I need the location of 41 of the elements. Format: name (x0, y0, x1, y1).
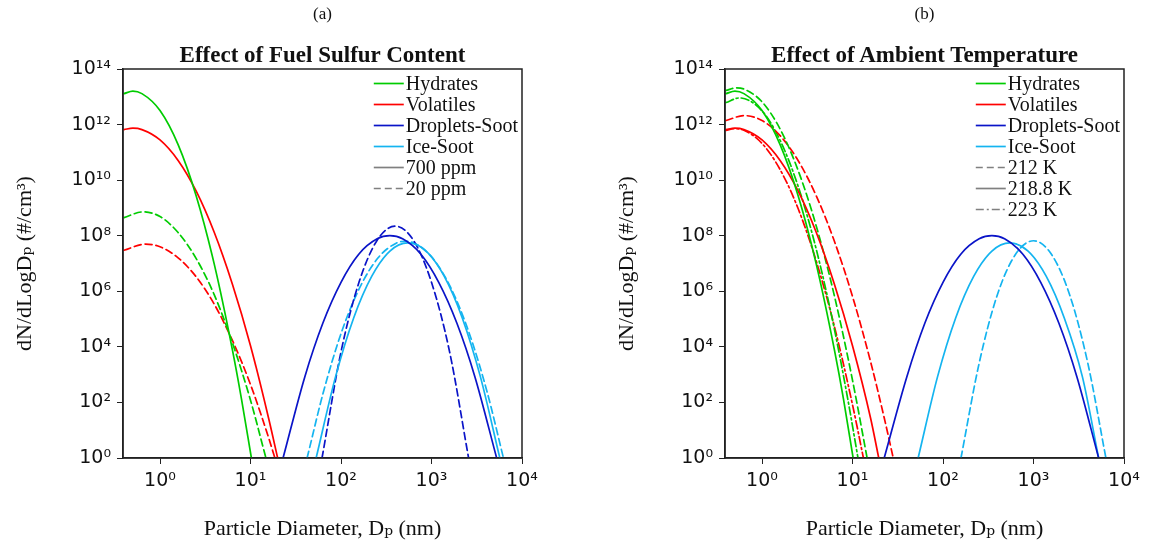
legend-label: 223 K (1007, 197, 1058, 220)
y-tick-label: 10¹⁴ (673, 55, 714, 78)
legend-label: Droplets-Soot (1007, 113, 1121, 137)
y-tick-label: 10¹⁰ (71, 167, 111, 190)
x-axis-title: Particle Diameter, Dₚ (nm) (805, 514, 1044, 540)
x-tick-label: 10⁰ (144, 468, 176, 491)
x-tick-label: 10⁴ (1108, 468, 1141, 491)
y-tick-label: 10⁸ (681, 222, 713, 245)
y-axis-title: dN/dLogDₚ (#/cm³) (10, 176, 36, 351)
chart-title: Effect of Fuel Sulfur Content (179, 42, 466, 67)
legend-label: 218.8 K (1007, 176, 1073, 199)
y-tick-label: 10⁰ (681, 444, 713, 467)
x-tick-label: 10¹ (836, 468, 869, 491)
y-tick-label: 10⁴ (79, 333, 112, 356)
x-tick-label: 10⁰ (746, 468, 778, 491)
x-tick-label: 10³ (1017, 468, 1050, 491)
y-tick-label: 10⁴ (681, 333, 714, 356)
y-tick-label: 10¹² (71, 111, 111, 134)
x-tick-label: 10⁴ (506, 468, 539, 491)
y-tick-label: 10⁶ (79, 278, 111, 301)
chart-subtitle: (a) (313, 4, 332, 23)
x-tick-label: 10³ (415, 468, 448, 491)
y-tick-label: 10¹² (673, 111, 713, 134)
x-axis-title: Particle Diameter, Dₚ (nm) (203, 514, 442, 540)
y-tick-label: 10¹⁰ (673, 167, 713, 190)
legend-label: 212 K (1007, 155, 1058, 178)
x-tick-label: 10² (325, 468, 357, 491)
legend-label: Droplets-Soot (405, 113, 519, 137)
y-tick-label: 10⁶ (681, 278, 713, 301)
y-tick-label: 10⁰ (79, 444, 111, 467)
y-axis-title: dN/dLogDₚ (#/cm³) (612, 176, 638, 351)
y-tick-label: 10² (79, 389, 111, 412)
y-tick-label: 10² (681, 389, 713, 412)
legend-label: Hydrates (405, 71, 479, 95)
legend-label: Hydrates (1007, 71, 1081, 95)
y-tick-label: 10¹⁴ (71, 55, 112, 78)
x-tick-label: 10¹ (234, 468, 267, 491)
chart-subtitle: (b) (914, 4, 935, 23)
x-tick-label: 10² (927, 468, 959, 491)
chart-title: Effect of Ambient Temperature (771, 42, 1078, 67)
y-tick-label: 10⁸ (79, 222, 111, 245)
